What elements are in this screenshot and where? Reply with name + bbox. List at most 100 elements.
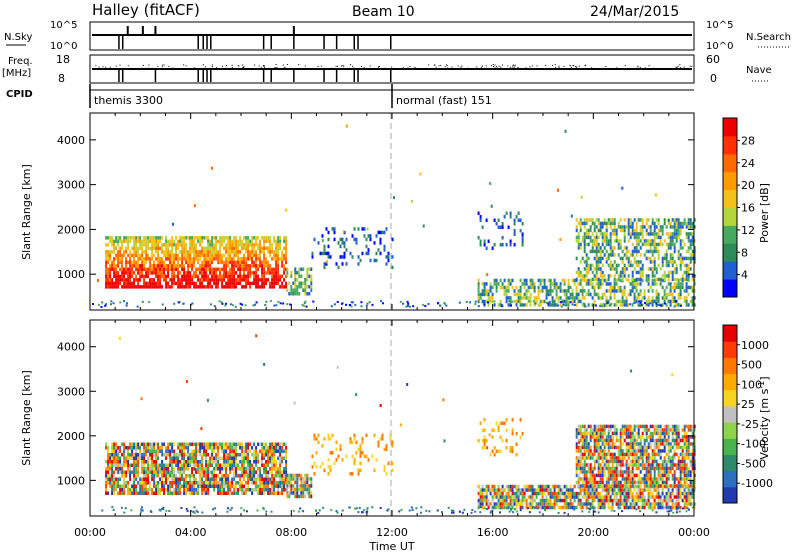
heatmap-cell [273, 236, 275, 240]
heatmap-cell [690, 253, 692, 257]
heatmap-cell [265, 264, 267, 268]
heatmap-cell [630, 264, 632, 268]
heatmap-cell [159, 261, 161, 265]
heatmap-cell [175, 282, 177, 286]
heatmap-cell [137, 250, 139, 254]
heatmap-cell [690, 492, 692, 496]
heatmap-cell [175, 236, 177, 240]
heatmap-cell [115, 453, 117, 457]
heatmap-cell [265, 471, 267, 475]
heatmap-cell [560, 296, 562, 300]
heatmap-cell [195, 450, 197, 454]
heatmap-cell [594, 453, 596, 457]
heatmap-cell [281, 264, 283, 268]
heatmap-cell [590, 495, 592, 499]
heatmap-cell [486, 485, 488, 489]
heatmap-cell [584, 477, 586, 481]
heatmap-cell [598, 286, 600, 290]
heatmap-cell [380, 241, 382, 245]
heatmap-cell [498, 303, 500, 307]
heatmap-cell [638, 239, 640, 243]
heatmap-cell [105, 471, 107, 475]
heatmap-cell [225, 443, 227, 447]
heatmap-cell [270, 300, 272, 302]
heatmap-cell [488, 240, 490, 244]
nsky-label: N.Sky [4, 32, 32, 43]
heatmap-cell [275, 257, 277, 261]
heatmap-cell [676, 232, 678, 236]
heatmap-cell [127, 271, 129, 275]
heatmap-cell [614, 222, 616, 226]
heatmap-cell [622, 289, 624, 293]
heatmap-cell [217, 275, 219, 279]
heatmap-cell [245, 492, 247, 496]
heatmap-cell [680, 264, 682, 268]
heatmap-cell [586, 439, 588, 443]
heatmap-cell [526, 296, 528, 300]
heatmap-cell [245, 481, 247, 485]
heatmap-cell [636, 282, 638, 286]
heatmap-cell [588, 243, 590, 247]
heatmap-cell [117, 460, 119, 464]
heatmap-cell [145, 478, 147, 482]
heatmap-cell [642, 225, 644, 229]
heatmap-cell [622, 502, 624, 506]
heatmap-cell [271, 278, 273, 282]
heatmap-cell [105, 460, 107, 464]
heatmap-cell [221, 464, 223, 468]
heatmap-cell [500, 450, 502, 454]
heatmap-cell [203, 236, 205, 240]
heatmap-cell [584, 274, 586, 278]
heatmap-cell [540, 485, 542, 489]
nave-dot [537, 65, 538, 66]
heatmap-cell [163, 250, 165, 254]
heatmap-cell [378, 444, 380, 448]
heatmap-cell [253, 471, 255, 475]
heatmap-cell [638, 293, 640, 297]
heatmap-cell [520, 219, 522, 223]
heatmap-cell [187, 254, 189, 258]
heatmap-cell [650, 239, 652, 243]
heatmap-cell [227, 250, 229, 254]
heatmap-cell [225, 236, 227, 240]
heatmap-cell [259, 247, 261, 251]
heatmap-cell [275, 450, 277, 454]
heatmap-cell [638, 485, 640, 489]
heatmap-cell [145, 236, 147, 240]
heatmap-cell [492, 300, 494, 304]
heatmap-cell [225, 268, 227, 272]
heatmap-cell [324, 266, 326, 270]
heatmap-cell [557, 189, 559, 192]
heatmap-cell [664, 296, 666, 300]
heatmap-cell [229, 450, 231, 454]
heatmap-cell [628, 279, 630, 283]
heatmap-cell [616, 300, 618, 304]
heatmap-cell [201, 467, 203, 471]
heatmap-cell [163, 471, 165, 475]
heatmap-cell [564, 499, 566, 503]
heatmap-cell [648, 218, 650, 222]
heatmap-cell [263, 261, 265, 265]
heatmap-cell [494, 492, 496, 496]
heatmap-cell [277, 471, 279, 475]
heatmap-cell [149, 457, 151, 461]
heatmap-cell [566, 502, 568, 506]
heatmap-cell [419, 173, 421, 176]
heatmap-cell [283, 474, 285, 478]
heatmap-cell [642, 279, 644, 283]
heatmap-cell [115, 443, 117, 447]
nave-dot [428, 64, 429, 65]
heatmap-cell [277, 450, 279, 454]
heatmap-cell [586, 502, 588, 506]
heatmap-cell [183, 467, 185, 471]
heatmap-cell [167, 450, 169, 454]
heatmap-cell [135, 247, 137, 251]
heatmap-cell [538, 488, 540, 492]
heatmap-cell [121, 247, 123, 251]
heatmap-cell [636, 492, 638, 496]
heatmap-cell [111, 443, 113, 447]
heatmap-cell [296, 481, 298, 485]
heatmap-cell [147, 450, 149, 454]
heatmap-cell [107, 271, 109, 275]
heatmap-cell [255, 453, 257, 457]
